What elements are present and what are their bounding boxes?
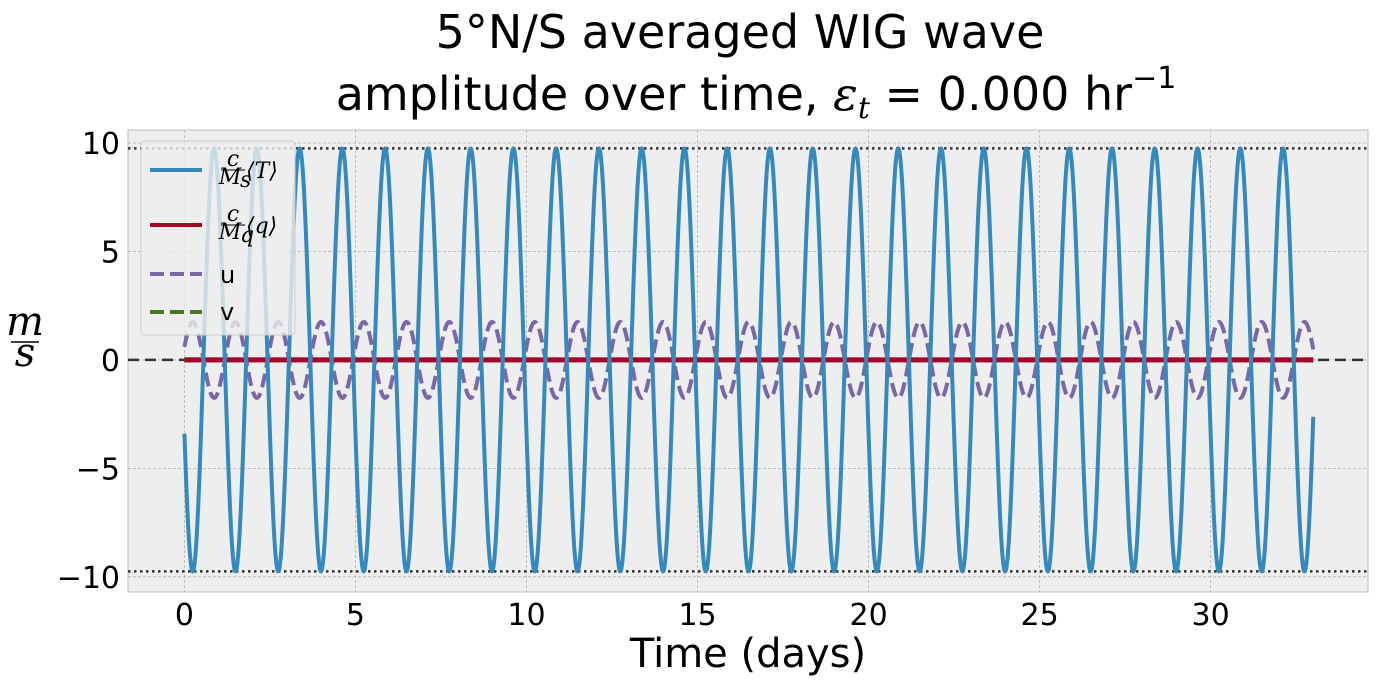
x-tick-label: 0 xyxy=(175,598,194,633)
series-layer xyxy=(182,146,1316,574)
title-exponent: −1 xyxy=(1132,61,1176,96)
legend-q-denominator-index: q xyxy=(240,223,254,248)
legend-q-denominator: M xyxy=(218,220,242,245)
x-ticks: 0 5 10 15 20 25 30 xyxy=(175,598,1230,633)
legend-T-denominator-index: s xyxy=(240,168,251,193)
x-axis-label: Time (days) xyxy=(629,631,866,677)
legend-u-label: u xyxy=(220,261,235,289)
x-tick-label: 30 xyxy=(1192,598,1230,633)
series-line-T xyxy=(182,146,1316,574)
x-tick-label: 10 xyxy=(507,598,545,633)
legend-T-denominator: M xyxy=(218,165,242,190)
legend: c M s ⟨T⟩ c M q ⟨q⟩ u v xyxy=(140,140,296,336)
series-line-u xyxy=(182,319,1316,400)
y-ticks: 10 5 0 −5 −10 xyxy=(57,127,120,596)
legend-item-q: c M q ⟨q⟩ xyxy=(150,202,277,248)
y-tick-label: 5 xyxy=(101,235,120,270)
legend-item-v: v xyxy=(150,298,234,326)
y-axis-label-numerator: m xyxy=(6,299,44,345)
y-axis-label-denominator: s xyxy=(15,330,36,376)
y-tick-label: 0 xyxy=(101,344,120,379)
y-tick-label: −5 xyxy=(76,452,120,487)
x-tick-label: 5 xyxy=(346,598,365,633)
y-tick-label: −10 xyxy=(57,561,120,596)
legend-box xyxy=(140,140,296,336)
legend-q-bracket: ⟨q⟩ xyxy=(246,214,277,239)
legend-item-T: c M s ⟨T⟩ xyxy=(150,147,278,193)
title-value: = 0.000 hr xyxy=(870,67,1132,121)
legend-item-u: u xyxy=(150,261,235,289)
legend-T-bracket: ⟨T⟩ xyxy=(246,159,278,184)
y-axis-label: m s xyxy=(6,299,44,376)
title-subscript: t xyxy=(858,91,871,126)
y-tick-label: 10 xyxy=(82,127,120,162)
x-tick-label: 25 xyxy=(1021,598,1059,633)
title-prefix: amplitude over time, xyxy=(336,67,833,121)
legend-T-numerator: c xyxy=(227,147,239,172)
chart-title-line-2: amplitude over time, εt = 0.000 hr−1 xyxy=(336,61,1177,126)
legend-v-label: v xyxy=(220,298,234,326)
x-tick-label: 15 xyxy=(678,598,716,633)
legend-q-numerator: c xyxy=(227,202,239,227)
chart-title-line-1: 5°N/S averaged WIG wave xyxy=(436,5,1045,59)
title-symbol: ε xyxy=(833,67,858,121)
x-tick-label: 20 xyxy=(849,598,887,633)
